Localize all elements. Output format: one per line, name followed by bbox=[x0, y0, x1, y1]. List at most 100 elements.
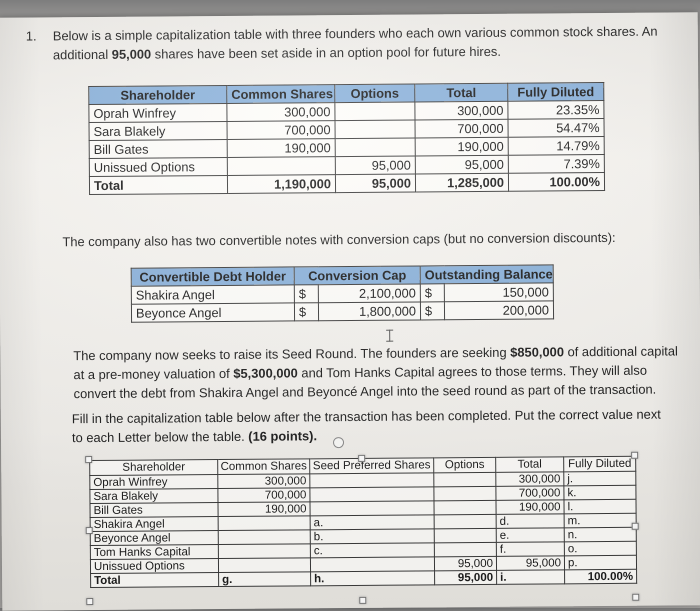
table-cell bbox=[227, 156, 336, 176]
row-label-cell: Sara Blakely bbox=[89, 488, 218, 504]
row-label-cell: Total bbox=[89, 175, 228, 195]
row-label-cell: Unissued Options bbox=[89, 157, 228, 177]
table-cell: j. bbox=[563, 471, 636, 486]
table-cell: 100.00% bbox=[508, 172, 605, 192]
table-cell bbox=[309, 486, 434, 502]
table-cell: 700,000 bbox=[414, 119, 509, 138]
table-cell: 7.39% bbox=[508, 154, 605, 174]
table-cell bbox=[434, 528, 497, 543]
column-header-conversion-cap: Conversion Cap bbox=[294, 265, 421, 285]
table-cell: 190,000 bbox=[495, 499, 565, 515]
table-cell: h. bbox=[310, 570, 435, 586]
table-cell: 190,000 bbox=[227, 138, 336, 158]
selection-handle-top-left[interactable] bbox=[85, 456, 93, 464]
table-cell bbox=[218, 515, 311, 531]
table-cell: 1,800,000 bbox=[318, 301, 421, 321]
question-intro: Below is a simple capitalization table w… bbox=[53, 21, 673, 64]
intro-text-tail: shares have been set aside in an option … bbox=[151, 43, 501, 62]
seed-bold-capital: $850,000 bbox=[510, 344, 565, 360]
table-row: Total g. h. 95,000 i. 100.00% bbox=[90, 569, 637, 588]
intro-bold-shares: 95,000 bbox=[111, 46, 152, 62]
instructions-paragraph: Fill in the capitalization table below a… bbox=[72, 404, 672, 447]
table-cell: m. bbox=[564, 513, 637, 528]
table-cell bbox=[434, 542, 497, 557]
table-cell: $ bbox=[420, 301, 445, 320]
column-header-total: Total bbox=[414, 83, 508, 102]
column-header-shareholder: Shareholder bbox=[88, 85, 227, 105]
table-cell: 100.00% bbox=[564, 569, 637, 584]
table-cell: d. bbox=[496, 513, 565, 529]
table-cell: 23.35% bbox=[507, 100, 604, 120]
table-cell: o. bbox=[564, 541, 637, 556]
row-label-cell: Shakira Angel bbox=[131, 284, 295, 305]
table-row: Total 1,190,000 95,000 1,285,000 100.00% bbox=[89, 172, 605, 195]
row-label-cell: Shakira Angel bbox=[90, 516, 219, 532]
table-cell: e. bbox=[496, 527, 565, 543]
table-cell: 1,285,000 bbox=[415, 173, 509, 192]
table-cell: 95,000 bbox=[415, 155, 509, 174]
table-cell: 95,000 bbox=[496, 555, 565, 571]
table-cell: b. bbox=[310, 528, 435, 544]
row-label-cell: Sara Blakely bbox=[89, 121, 228, 141]
table-cell bbox=[334, 101, 415, 121]
selection-handle-middle-right[interactable] bbox=[631, 522, 639, 530]
row-label-cell: Tom Hanks Capital bbox=[90, 544, 219, 560]
table-cell: 200,000 bbox=[444, 300, 554, 320]
row-label-cell: Oprah Winfrey bbox=[89, 474, 218, 490]
table-cell: 14.79% bbox=[508, 136, 605, 156]
table-cell: 95,000 bbox=[335, 173, 416, 193]
table-row: Beyonce Angel $1,800,000 $200,000 bbox=[131, 300, 554, 323]
selection-handle-top-right[interactable] bbox=[631, 451, 639, 459]
column-header-options: Options bbox=[433, 457, 496, 473]
selection-handle-bottom-right[interactable] bbox=[632, 593, 640, 601]
table-cell bbox=[218, 529, 311, 545]
seed-bold-valuation: $5,300,000 bbox=[233, 365, 298, 381]
table-cell: $ bbox=[294, 284, 319, 303]
table-cell: f. bbox=[496, 541, 565, 557]
table-cell bbox=[309, 472, 434, 488]
row-label-cell: Bill Gates bbox=[89, 139, 228, 159]
rotation-handle[interactable] bbox=[332, 437, 345, 449]
table-cell: 300,000 bbox=[495, 471, 564, 487]
table-cell: 190,000 bbox=[415, 137, 509, 156]
table-cell: 95,000 bbox=[434, 570, 497, 585]
table-cell bbox=[310, 556, 435, 572]
table-cell: 190,000 bbox=[217, 501, 311, 517]
table-cell: 54.47% bbox=[507, 118, 605, 138]
instructions-text: Fill in the capitalization table below a… bbox=[71, 406, 661, 446]
table-cell: 300,000 bbox=[217, 473, 310, 489]
table-cell bbox=[434, 514, 497, 529]
table-cell: a. bbox=[310, 514, 435, 530]
row-label-cell: Beyonce Angel bbox=[90, 530, 219, 546]
table-cell: i. bbox=[496, 569, 565, 585]
column-header-common-shares: Common Shares bbox=[217, 458, 310, 475]
table-cell: 95,000 bbox=[434, 556, 497, 571]
row-label-cell: Bill Gates bbox=[90, 502, 219, 518]
table-cell bbox=[335, 137, 416, 157]
table-cell: p. bbox=[564, 555, 637, 570]
table-cell: 150,000 bbox=[444, 282, 554, 302]
question-number: 1. bbox=[25, 28, 37, 44]
convertible-notes-table: Convertible Debt Holder Conversion Cap O… bbox=[130, 264, 555, 323]
column-header-outstanding-balance: Outstanding Balance bbox=[420, 264, 554, 284]
table-cell: k. bbox=[563, 485, 636, 500]
answer-table: Shareholder Common Shares Seed Preferred… bbox=[89, 455, 638, 589]
row-label-cell: Oprah Winfrey bbox=[88, 103, 228, 123]
notes-intro: The company also has two convertible not… bbox=[62, 229, 616, 250]
row-label-cell: Beyonce Angel bbox=[131, 302, 295, 323]
table-cell bbox=[218, 543, 311, 559]
selection-handle-middle-left[interactable] bbox=[85, 527, 93, 535]
table-cell: 95,000 bbox=[335, 155, 416, 175]
column-header-fully-diluted: Fully Diluted bbox=[507, 82, 604, 102]
table-cell: l. bbox=[563, 499, 637, 514]
selection-handle-top-middle[interactable] bbox=[358, 454, 366, 462]
table-cell bbox=[433, 486, 496, 501]
table-cell bbox=[335, 119, 416, 139]
table-cell: $ bbox=[294, 302, 319, 321]
table-cell: 300,000 bbox=[226, 102, 336, 122]
table-cell bbox=[433, 500, 497, 515]
selection-handle-bottom-left[interactable] bbox=[86, 598, 94, 606]
table-cell: g. bbox=[218, 571, 311, 587]
seed-round-paragraph: The company now seeks to raise its Seed … bbox=[73, 341, 689, 403]
selection-handle-bottom-middle[interactable] bbox=[359, 596, 367, 604]
